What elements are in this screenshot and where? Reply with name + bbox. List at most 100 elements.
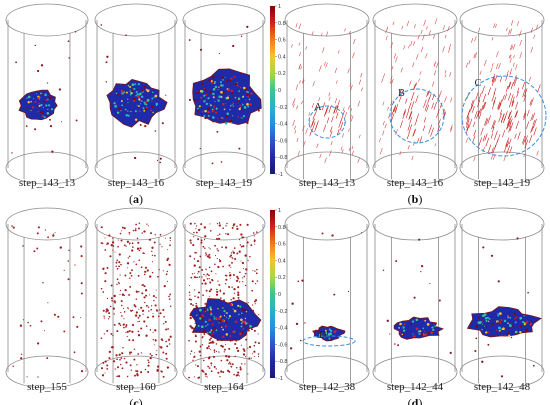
structure-texture-dot (246, 103, 249, 106)
particle-dot (111, 241, 115, 244)
velocity-vector (497, 101, 501, 109)
particle-dot (211, 278, 214, 281)
particle-dot (247, 259, 249, 261)
velocity-vector (476, 110, 480, 119)
particle-dot (134, 314, 138, 317)
velocity-vector (450, 127, 453, 133)
particle-dot (220, 344, 223, 347)
colorbar-tick-label: -1 (278, 172, 283, 178)
velocity-vector (427, 90, 430, 96)
velocity-vector (480, 127, 484, 136)
velocity-vector (442, 25, 445, 31)
structure-texture-dot (151, 97, 154, 100)
colorbar-tick-label: 0.8 (278, 21, 286, 27)
particle-dot (254, 270, 256, 272)
velocity-vector (492, 144, 497, 154)
particle-dot (34, 44, 37, 47)
velocity-vector (426, 91, 429, 97)
structure-texture-dot (229, 104, 232, 107)
structure-texture-dot (120, 89, 124, 93)
structure-blob (393, 316, 445, 340)
particle-dot (333, 293, 336, 296)
velocity-vector (394, 108, 397, 114)
structure-texture-dot (487, 320, 490, 323)
structure-texture-dot (513, 312, 516, 315)
structure-texture-dot (487, 331, 490, 334)
particle-dot (204, 373, 207, 376)
velocity-vector (294, 125, 296, 130)
velocity-vector (386, 26, 389, 31)
velocity-vector (519, 52, 522, 59)
particle-dot (131, 249, 134, 252)
particle-dot (132, 229, 135, 232)
particle-dot (214, 263, 216, 266)
particle-dot (206, 346, 209, 350)
structure-texture-dot (227, 88, 231, 92)
particle-dot (118, 322, 121, 325)
structure-texture-dot (213, 315, 215, 318)
particle-dot (108, 350, 111, 354)
structure-texture-dot (507, 314, 510, 317)
velocity-vector (379, 148, 383, 155)
particle-dot (137, 353, 140, 355)
velocity-vector (399, 120, 403, 128)
structure-texture-dot (133, 94, 135, 96)
particle-dot (239, 223, 242, 226)
particle-dot (37, 69, 40, 73)
particle-dot (160, 346, 163, 349)
structure-texture-dot (208, 102, 210, 105)
particle-dot (299, 339, 302, 342)
structure-texture-dot (221, 84, 224, 87)
structure-texture-dot (242, 86, 246, 90)
particle-dot (104, 372, 106, 374)
particle-dot (166, 280, 169, 282)
velocity-vector (352, 52, 355, 59)
velocity-vector (411, 155, 414, 161)
particle-dot (120, 363, 122, 366)
structure-texture-dot (426, 323, 430, 326)
particle-dot (154, 304, 157, 307)
particle-dot (163, 323, 165, 325)
particle-dot (133, 358, 136, 361)
particle-dot (190, 350, 193, 352)
velocity-vector (403, 109, 406, 116)
structure-texture-dot (199, 311, 201, 313)
particle-dot (126, 335, 128, 338)
cylinder-2 (182, 207, 266, 389)
particle-dot (234, 342, 237, 346)
particle-dot (165, 94, 167, 96)
structure-texture-dot (201, 314, 204, 317)
cylinder-1: B (372, 3, 458, 185)
particle-dot (118, 261, 121, 264)
particle-dot (237, 296, 240, 299)
structure-texture-dot (508, 334, 511, 337)
velocity-vector (316, 143, 319, 148)
particle-dot (386, 319, 389, 322)
particle-dot (11, 225, 13, 227)
structure-blob (466, 306, 542, 338)
velocity-vector (436, 109, 440, 118)
particle-dot (247, 347, 249, 349)
particle-dot (128, 293, 131, 296)
particle-dot (226, 369, 230, 372)
particle-dot (125, 326, 127, 328)
panel-label-close: ) (418, 396, 422, 405)
particle-dot (116, 366, 120, 369)
particle-dot (153, 241, 156, 244)
particle-dot (220, 297, 222, 299)
velocity-vector (508, 110, 512, 119)
structure-texture-dot (134, 110, 137, 113)
velocity-vector (509, 146, 513, 154)
step-caption: step_143_19 (196, 177, 253, 189)
structure-texture-dot (318, 331, 321, 334)
velocity-vector (320, 32, 323, 37)
particle-dot (205, 253, 208, 256)
velocity-vector (507, 92, 512, 101)
velocity-vector (447, 26, 450, 32)
velocity-vector (334, 97, 338, 104)
particle-dot (193, 289, 196, 291)
velocity-vector (323, 107, 328, 117)
particle-dot (244, 272, 247, 275)
velocity-vector (382, 130, 385, 136)
structure-texture-dot (204, 109, 207, 113)
